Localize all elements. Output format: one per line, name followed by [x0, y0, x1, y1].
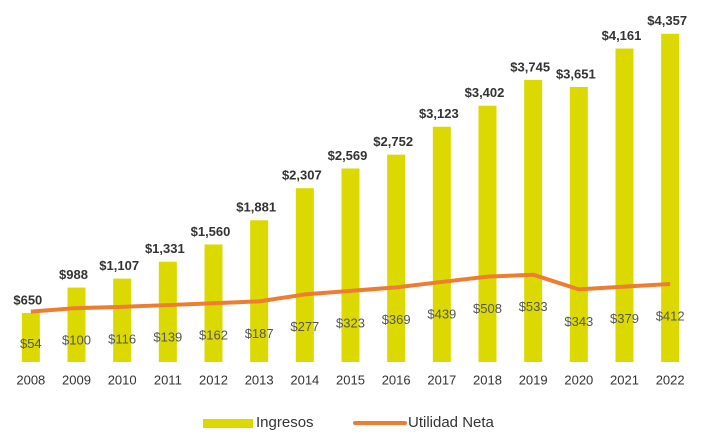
line-value-label: $277 — [290, 319, 319, 334]
line-value-label: $162 — [199, 328, 228, 343]
x-tick-label: 2015 — [336, 372, 365, 387]
legend-label: Ingresos — [256, 414, 314, 431]
bar-value-label: $988 — [59, 267, 88, 282]
bar-value-label: $3,651 — [556, 66, 596, 81]
bar-value-label: $4,161 — [602, 28, 642, 43]
x-tick-label: 2016 — [382, 372, 411, 387]
bar — [432, 126, 451, 362]
x-tick-label: 2018 — [473, 372, 502, 387]
x-tick-label: 2017 — [427, 372, 456, 387]
bar-value-label: $2,569 — [328, 148, 368, 163]
line-value-label: $508 — [473, 301, 502, 316]
line-value-label: $533 — [519, 299, 548, 314]
x-tick-label: 2013 — [245, 372, 274, 387]
bar-value-label: $650 — [13, 292, 42, 307]
bar-value-label: $1,107 — [99, 258, 139, 273]
bar — [569, 86, 588, 362]
legend-swatch — [203, 419, 253, 428]
x-tick-label: 2008 — [16, 372, 45, 387]
bar-value-label: $2,307 — [282, 168, 322, 183]
bar — [387, 154, 406, 362]
bar — [524, 79, 543, 363]
bar — [21, 313, 40, 362]
bar-value-label: $3,745 — [510, 59, 550, 74]
legend-label: Utilidad Neta — [408, 414, 495, 431]
bar-value-label: $1,881 — [236, 200, 276, 215]
line-value-label: $116 — [108, 331, 136, 346]
bar — [295, 188, 314, 362]
line-value-label: $323 — [336, 315, 365, 330]
line — [30, 272, 671, 314]
bar — [158, 261, 177, 362]
line-value-label: $412 — [656, 308, 685, 323]
line-value-label: $187 — [245, 326, 274, 341]
bar-value-label: $4,357 — [647, 13, 687, 28]
bar-value-label: $1,331 — [145, 241, 185, 256]
x-tick-label: 2009 — [62, 372, 91, 387]
x-tick-label: 2012 — [199, 372, 228, 387]
x-tick-label: 2020 — [564, 372, 593, 387]
bar — [615, 48, 634, 363]
x-tick-label: 2019 — [519, 372, 548, 387]
bar — [661, 33, 680, 362]
bar — [250, 220, 269, 362]
bar — [478, 105, 497, 362]
x-tick-label: 2010 — [108, 372, 137, 387]
line-value-label: $379 — [610, 311, 639, 326]
x-tick-label: 2014 — [290, 372, 319, 387]
line-value-label: $343 — [564, 314, 593, 329]
bar — [113, 278, 132, 362]
x-tick-label: 2021 — [610, 372, 639, 387]
bar-value-label: $3,123 — [419, 106, 459, 121]
bar — [67, 287, 86, 362]
x-tick-label: 2022 — [656, 372, 685, 387]
line-value-label: $369 — [382, 312, 411, 327]
line-value-label: $439 — [427, 306, 456, 321]
x-tick-label: 2011 — [154, 372, 182, 387]
bar-value-label: $3,402 — [465, 85, 505, 100]
line-value-label: $100 — [62, 333, 91, 348]
bar — [341, 168, 360, 362]
line-value-label: $54 — [20, 336, 42, 351]
line-value-label: $139 — [153, 330, 182, 345]
bar-value-label: $1,560 — [191, 224, 231, 239]
bar-value-label: $2,752 — [373, 134, 413, 149]
